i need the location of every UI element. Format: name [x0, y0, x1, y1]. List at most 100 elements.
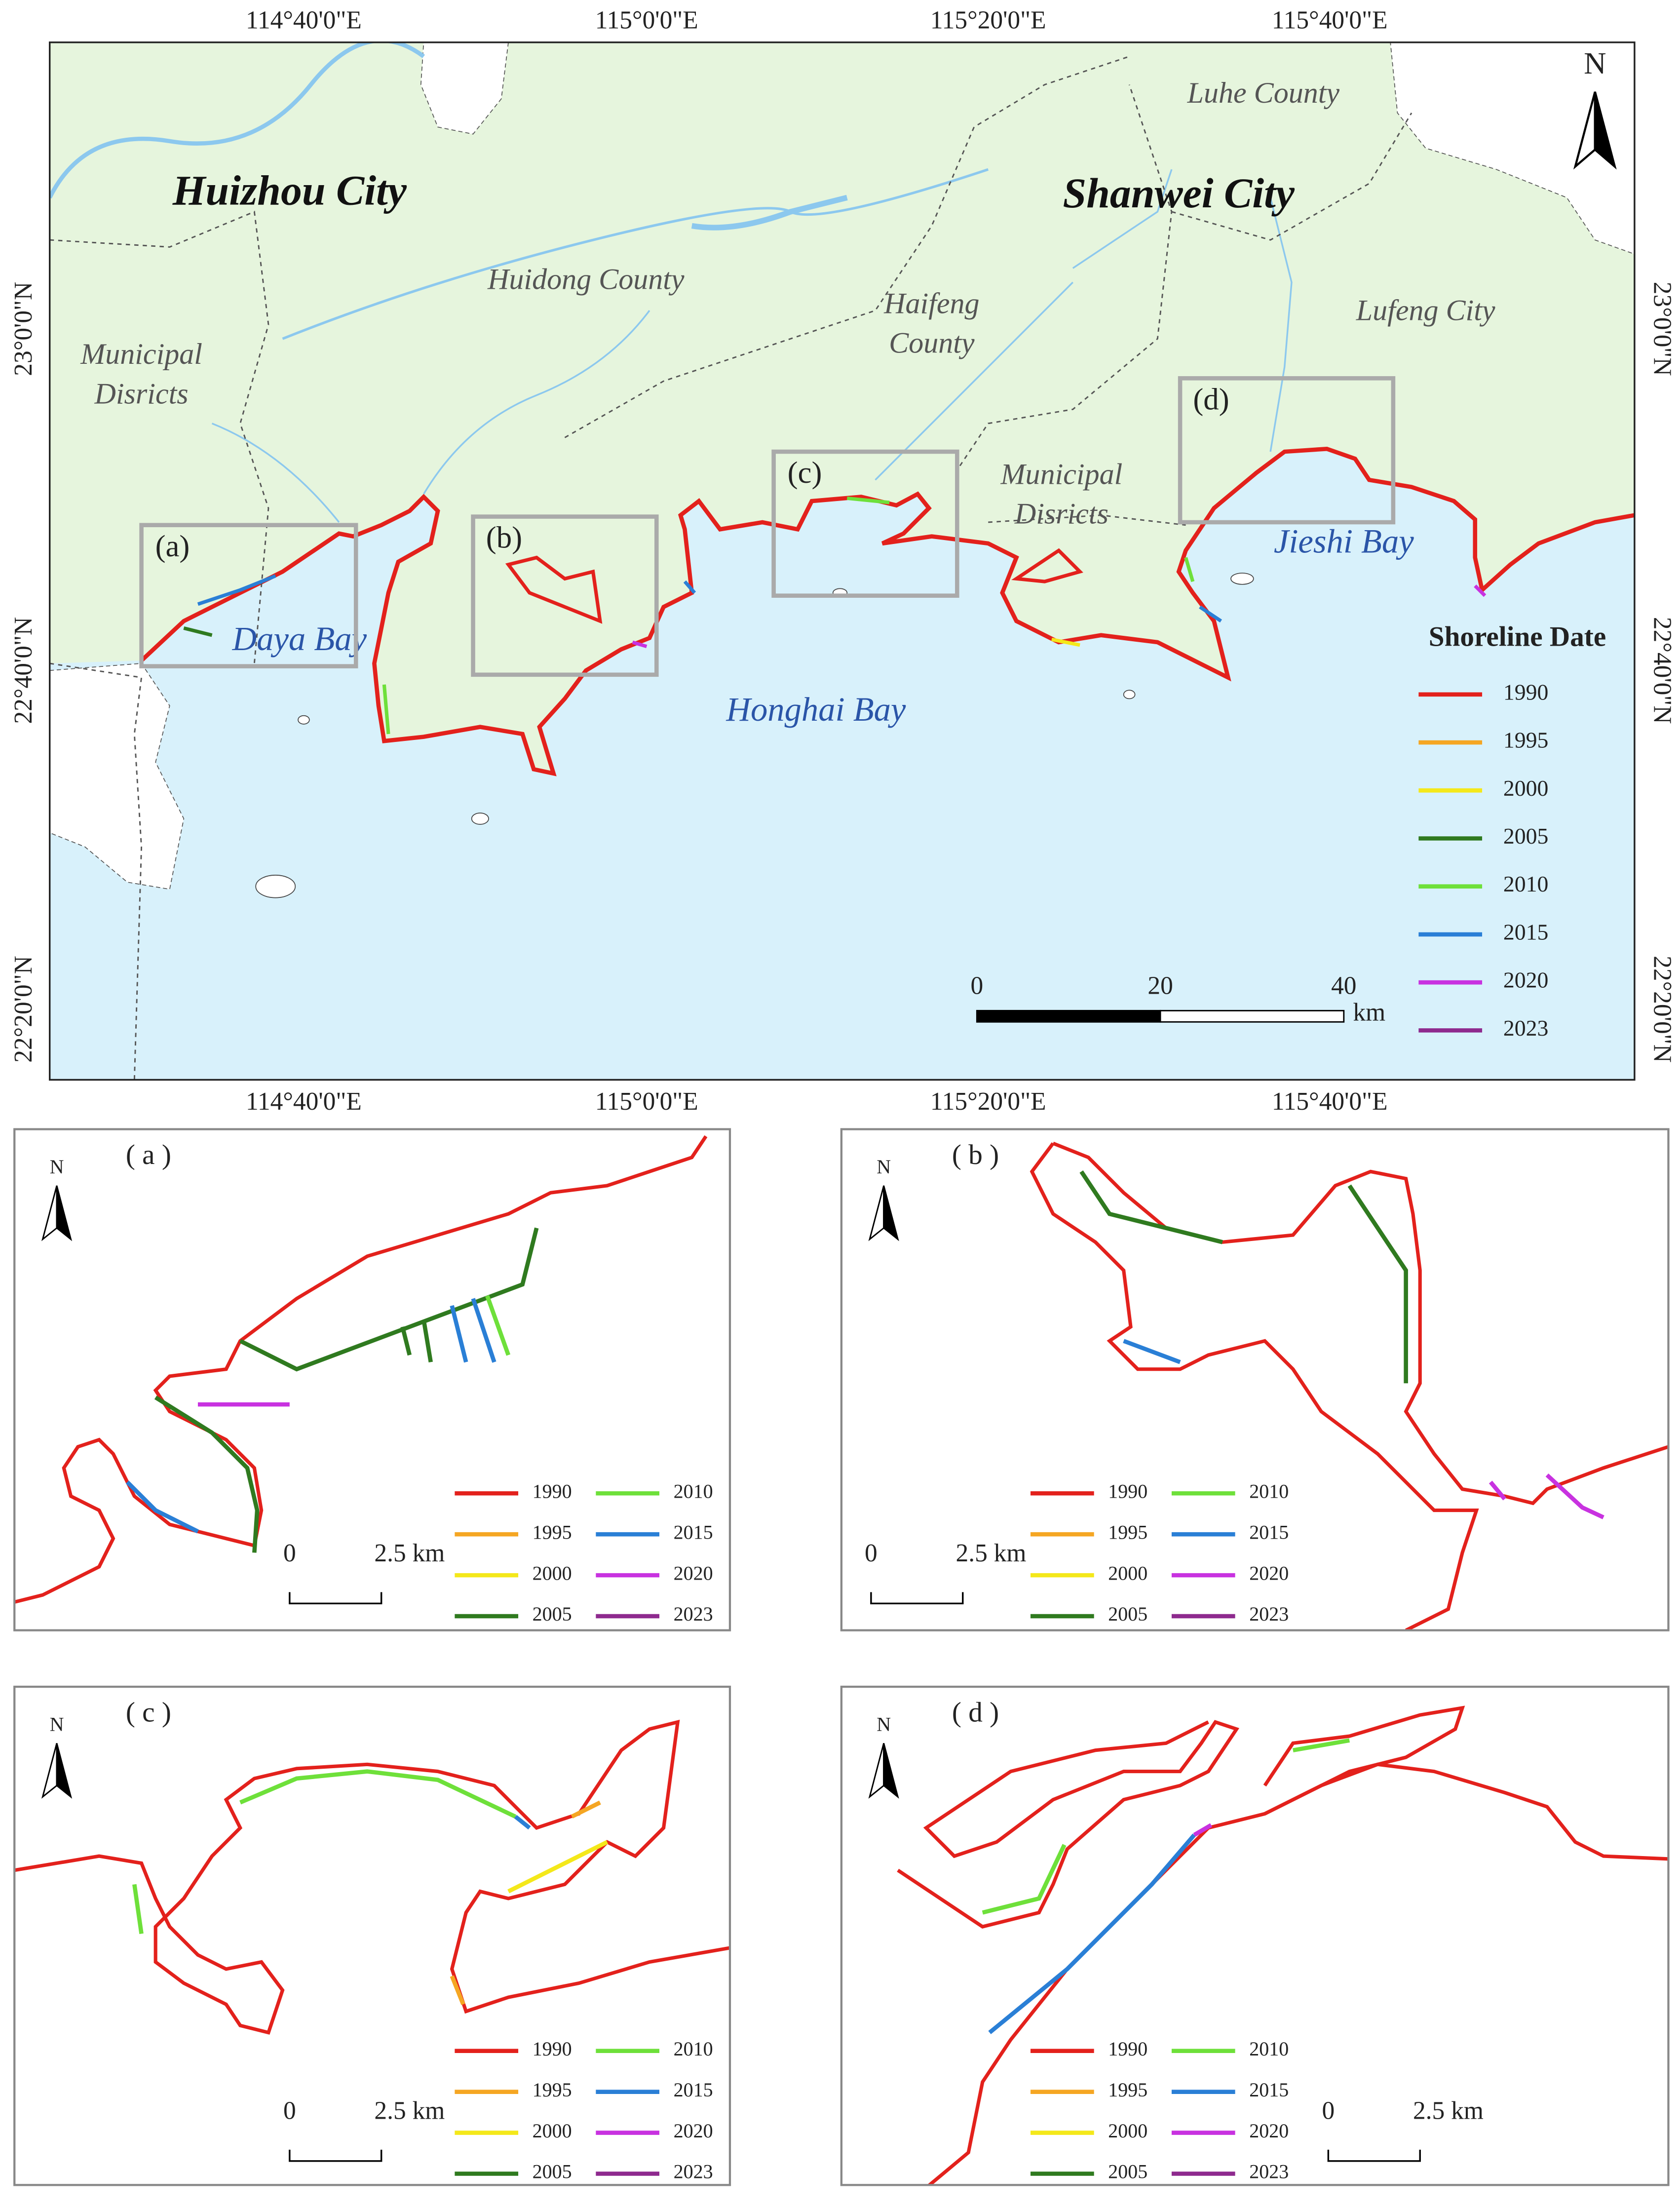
panel-scale-bar	[289, 2149, 382, 2162]
shoreline	[154, 1395, 260, 1553]
panel-scale-zero: 0	[283, 2096, 296, 2125]
figure-layer: 114°40'0"E 114°40'0"E 115°0'0"E 115°0'0"E 11…	[9, 6, 1677, 2186]
outside-land	[49, 42, 1635, 890]
panel: ( a ) N 1990 1995 2000 2005 2010 2015 2020 2023 0 2…	[13, 1128, 731, 1631]
legend-label: 2020	[1503, 968, 1548, 993]
shoreline	[1489, 1480, 1507, 1501]
lon-label-bottom: 115°20'0"E	[930, 1087, 1046, 1116]
lon-label-top: 115°20'0"E	[930, 6, 1046, 35]
county-label: Disricts	[94, 377, 189, 410]
panel-legend-label: 2015	[1249, 2079, 1289, 2101]
panel-label: ( b )	[952, 1139, 999, 1170]
study-area-box	[139, 523, 358, 668]
panel-north-arrow	[56, 1185, 73, 1241]
main-map-frame	[49, 41, 1636, 1081]
panel-background	[14, 1129, 730, 1630]
shoreline	[485, 1295, 511, 1356]
panel-scale-label: 2.5 km	[374, 1539, 445, 1567]
county-label: Huidong County	[487, 263, 685, 296]
panel-legend-label: 2015	[674, 2079, 713, 2101]
panel-legend-label: 2023	[674, 2161, 713, 2183]
panel-frame	[840, 1128, 1670, 1631]
panel-frame	[13, 1128, 731, 1631]
panel-background	[841, 1129, 1669, 1630]
study-area-box	[471, 514, 659, 677]
shoreline	[897, 1720, 1240, 1929]
study-area-box	[771, 449, 959, 598]
shoreline	[125, 1480, 199, 1534]
panel-scale-bar	[1327, 2149, 1421, 2162]
bay-label: Daya Bay	[232, 620, 367, 658]
panel-legend-label: 2020	[674, 1562, 713, 1584]
panel-scale-bar	[870, 1592, 964, 1605]
panel-north-arrow	[883, 1743, 899, 1799]
panel-north-arrow	[56, 1743, 73, 1799]
study-area-box	[1178, 376, 1396, 525]
lon-label-top: 114°40'0"E	[246, 6, 362, 35]
panel-shoreline	[14, 1135, 708, 1604]
panel: ( b ) N 1990 1995 2000 2005 2010 2015 2020 2023 0 2…	[840, 1128, 1670, 1631]
panel-legend-label: 1990	[1108, 2038, 1147, 2060]
shoreline	[1123, 1339, 1181, 1364]
legend-label: 2023	[1503, 1015, 1548, 1041]
panel-legend-label: 2000	[533, 1562, 572, 1584]
panel-legend-label: 2023	[1249, 1603, 1289, 1625]
islands	[255, 573, 1254, 898]
county-label: Municipal	[1000, 457, 1123, 490]
shoreline	[450, 1975, 465, 2005]
panel-scale-label: 2.5 km	[374, 2096, 445, 2125]
panel-legend-label: 2010	[1249, 1480, 1289, 1502]
legend-label: 2015	[1503, 919, 1548, 944]
shoreline	[571, 1800, 601, 1819]
land	[49, 42, 1635, 774]
shoreline	[1263, 1705, 1465, 1816]
panel-scale-zero: 0	[865, 1539, 878, 1567]
panel-legend-label: 1990	[533, 1480, 572, 1502]
legend-label: 1990	[1503, 679, 1548, 704]
county-label: Lufeng City	[1356, 294, 1495, 327]
lon-label-top: 115°0'0"E	[595, 6, 698, 35]
panel-north-arrow	[883, 1185, 899, 1241]
shoreline	[1079, 1170, 1408, 1384]
lat-label-left: 23°0'0"N	[9, 282, 38, 376]
lat-label-right: 22°40'0"N	[1648, 617, 1677, 724]
panel-legend-label: 2005	[1108, 1603, 1147, 1625]
shoreline	[450, 1298, 496, 1363]
coastline	[140, 446, 1635, 776]
panel-north-label: N	[877, 1713, 891, 1735]
panel-north-label: N	[50, 1713, 64, 1735]
north-arrow-main	[1573, 91, 1617, 170]
panel-legend-label: 1995	[1108, 2079, 1147, 2101]
panel-scale-zero: 0	[1322, 2096, 1335, 2125]
panel-background	[841, 1687, 1669, 2185]
panel-legend-label: 2020	[1249, 2120, 1289, 2142]
shoreline	[239, 1227, 539, 1372]
legend-title: Shoreline Date	[1429, 621, 1606, 652]
shoreline	[1030, 1142, 1479, 1630]
shoreline	[400, 1319, 433, 1363]
lat-label-right: 23°0'0"N	[1648, 282, 1677, 376]
panel-label: ( d )	[952, 1697, 999, 1728]
panel-legend-label: 1995	[1108, 1521, 1147, 1543]
panel-legend-label: 2023	[674, 1603, 713, 1625]
lon-label-top: 115°40'0"E	[1272, 6, 1388, 35]
panel-legend-label: 2020	[674, 2120, 713, 2142]
bay-inner-shore	[505, 548, 1083, 624]
city-label: Huizhou City	[172, 167, 407, 214]
shoreline	[1193, 1823, 1213, 1837]
county-label: County	[889, 326, 975, 359]
lon-label-bottom: 114°40'0"E	[246, 1087, 362, 1116]
bay-label: Honghai Bay	[725, 691, 906, 728]
study-area-label: (a)	[155, 529, 190, 563]
panel-legend-label: 2005	[533, 1603, 572, 1625]
scale-tick-label: 0	[970, 971, 983, 1000]
study-area-label: (d)	[1193, 382, 1229, 416]
shoreline	[514, 1815, 531, 1830]
panel-scale-label: 2.5 km	[1413, 2096, 1484, 2125]
panel-legend-label: 1990	[533, 2038, 572, 2060]
city-label: Shanwei City	[1063, 170, 1295, 217]
scale-bar	[976, 1009, 1345, 1023]
panel-legend-label: 2015	[1249, 1521, 1289, 1543]
